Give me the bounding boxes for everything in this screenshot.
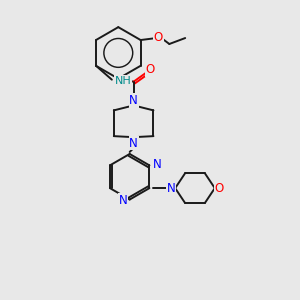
Text: O: O [146, 63, 155, 76]
Text: N: N [167, 182, 176, 195]
Text: O: O [154, 31, 163, 44]
Text: O: O [214, 182, 224, 195]
Text: N: N [129, 136, 138, 150]
Text: N: N [119, 194, 128, 207]
Text: NH: NH [115, 76, 132, 85]
Text: N: N [152, 158, 161, 171]
Text: N: N [129, 94, 138, 107]
